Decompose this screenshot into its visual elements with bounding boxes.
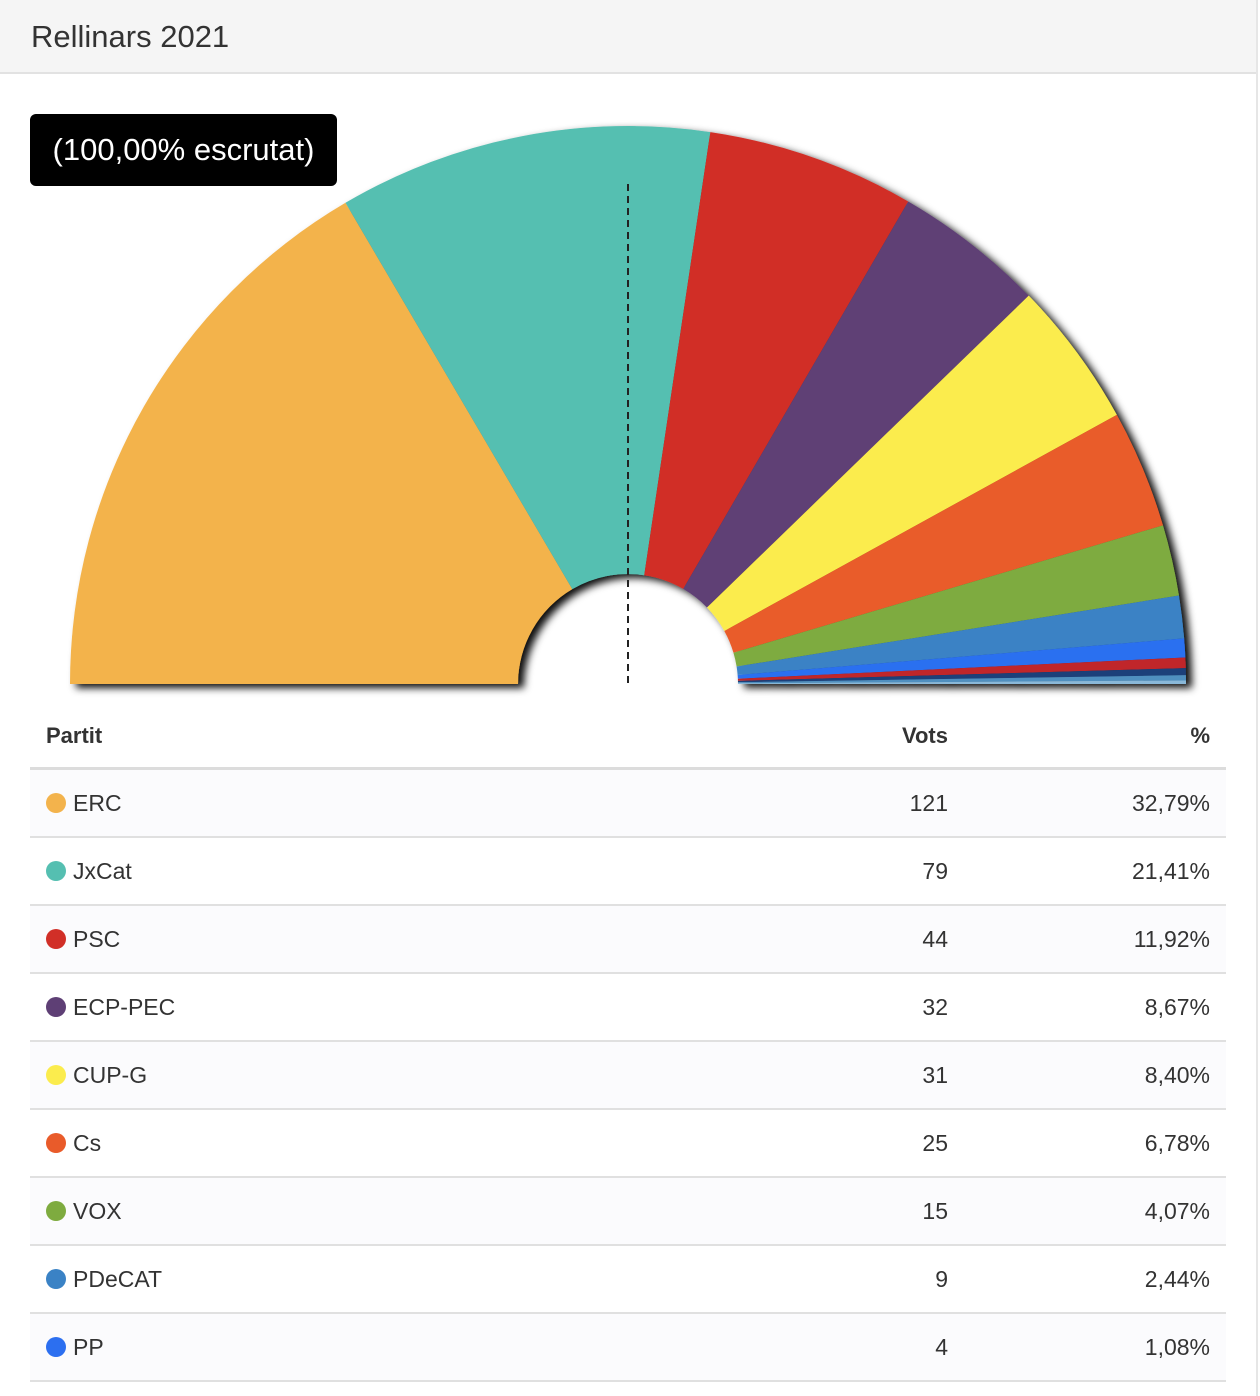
party-color-dot <box>46 1269 66 1289</box>
party-votes: 9 <box>935 1266 948 1292</box>
slice-erc[interactable] <box>70 202 573 684</box>
party-color-dot <box>46 997 66 1017</box>
party-color-dot <box>46 929 66 949</box>
party-name: ECP-PEC <box>73 994 176 1020</box>
party-name: PSC <box>73 926 121 952</box>
results-table: Partit Vots % ERC 121 32,79% JxCat 79 21,41% P… <box>30 700 1226 1382</box>
party-pct: 21,41% <box>1131 858 1210 884</box>
party-pct: 11,92% <box>1133 926 1210 952</box>
slice-psc[interactable] <box>644 132 909 589</box>
table-row: JxCat 79 21,41% <box>30 838 1226 906</box>
card-header: Rellinars 2021 <box>0 0 1256 74</box>
party-name: JxCat <box>73 858 132 884</box>
party-votes: 32 <box>922 994 948 1020</box>
slice-other-10[interactable] <box>737 668 1186 683</box>
party-name: Cs <box>73 1130 102 1156</box>
table-row: PDeCAT 9 2,44% <box>30 1246 1226 1314</box>
party-votes: 31 <box>922 1062 948 1088</box>
party-name: PDeCAT <box>73 1266 163 1292</box>
table-row: ECP-PEC 32 8,67% <box>30 974 1226 1042</box>
party-name: VOX <box>73 1198 122 1224</box>
page-title: Rellinars 2021 <box>31 19 230 54</box>
party-pct: 6,78% <box>1144 1130 1210 1156</box>
column-header-pct: % <box>1190 723 1210 748</box>
table-header: Partit Vots % <box>30 700 1226 770</box>
slice-other-9[interactable] <box>737 657 1186 681</box>
party-color-dot <box>46 1065 66 1085</box>
table-row: CUP-G 31 8,40% <box>30 1042 1226 1110</box>
slice-other-11[interactable] <box>737 675 1186 684</box>
table-row: Cs 25 6,78% <box>30 1110 1226 1178</box>
party-votes: 44 <box>922 926 948 952</box>
table-row: ERC 121 32,79% <box>30 770 1226 838</box>
slice-pp[interactable] <box>737 638 1186 679</box>
party-pct: 32,79% <box>1131 790 1210 816</box>
table-row: PSC 44 11,92% <box>30 906 1226 974</box>
table-row: PP 4 1,08% <box>30 1314 1226 1382</box>
party-color-dot <box>46 1201 66 1221</box>
hemicycle-chart <box>70 126 1186 684</box>
party-pct: 8,40% <box>1144 1062 1210 1088</box>
party-name: PP <box>73 1334 104 1360</box>
party-name: CUP-G <box>73 1062 148 1088</box>
party-color-dot <box>46 1133 66 1153</box>
column-header-party: Partit <box>46 723 103 748</box>
party-color-dot <box>46 861 66 881</box>
party-pct: 4,07% <box>1144 1198 1210 1224</box>
slice-cup-g[interactable] <box>706 295 1117 631</box>
party-votes: 79 <box>922 858 948 884</box>
slice-pdecat[interactable] <box>736 595 1185 676</box>
column-header-votes: Vots <box>901 723 948 748</box>
party-votes: 4 <box>935 1334 948 1360</box>
party-color-dot <box>46 793 66 813</box>
chart-slices <box>70 126 1186 684</box>
slice-vox[interactable] <box>733 525 1179 667</box>
slice-ecp-pec[interactable] <box>683 201 1029 608</box>
slice-cs[interactable] <box>724 414 1163 653</box>
slice-jxcat[interactable] <box>345 126 711 590</box>
slice-other-12[interactable] <box>737 680 1186 684</box>
party-pct: 8,67% <box>1144 994 1210 1020</box>
party-name: ERC <box>73 790 122 816</box>
table-row: VOX 15 4,07% <box>30 1178 1226 1246</box>
party-pct: 1,08% <box>1144 1334 1210 1360</box>
party-votes: 15 <box>922 1198 948 1224</box>
party-votes: 121 <box>909 790 948 816</box>
party-votes: 25 <box>922 1130 948 1156</box>
party-color-dot <box>46 1337 66 1357</box>
party-pct: 2,44% <box>1144 1266 1210 1292</box>
scrutiny-badge: (100,00% escrutat) <box>30 114 337 186</box>
table-body: ERC 121 32,79% JxCat 79 21,41% PSC 44 11,92% ECP-… <box>30 770 1226 1382</box>
